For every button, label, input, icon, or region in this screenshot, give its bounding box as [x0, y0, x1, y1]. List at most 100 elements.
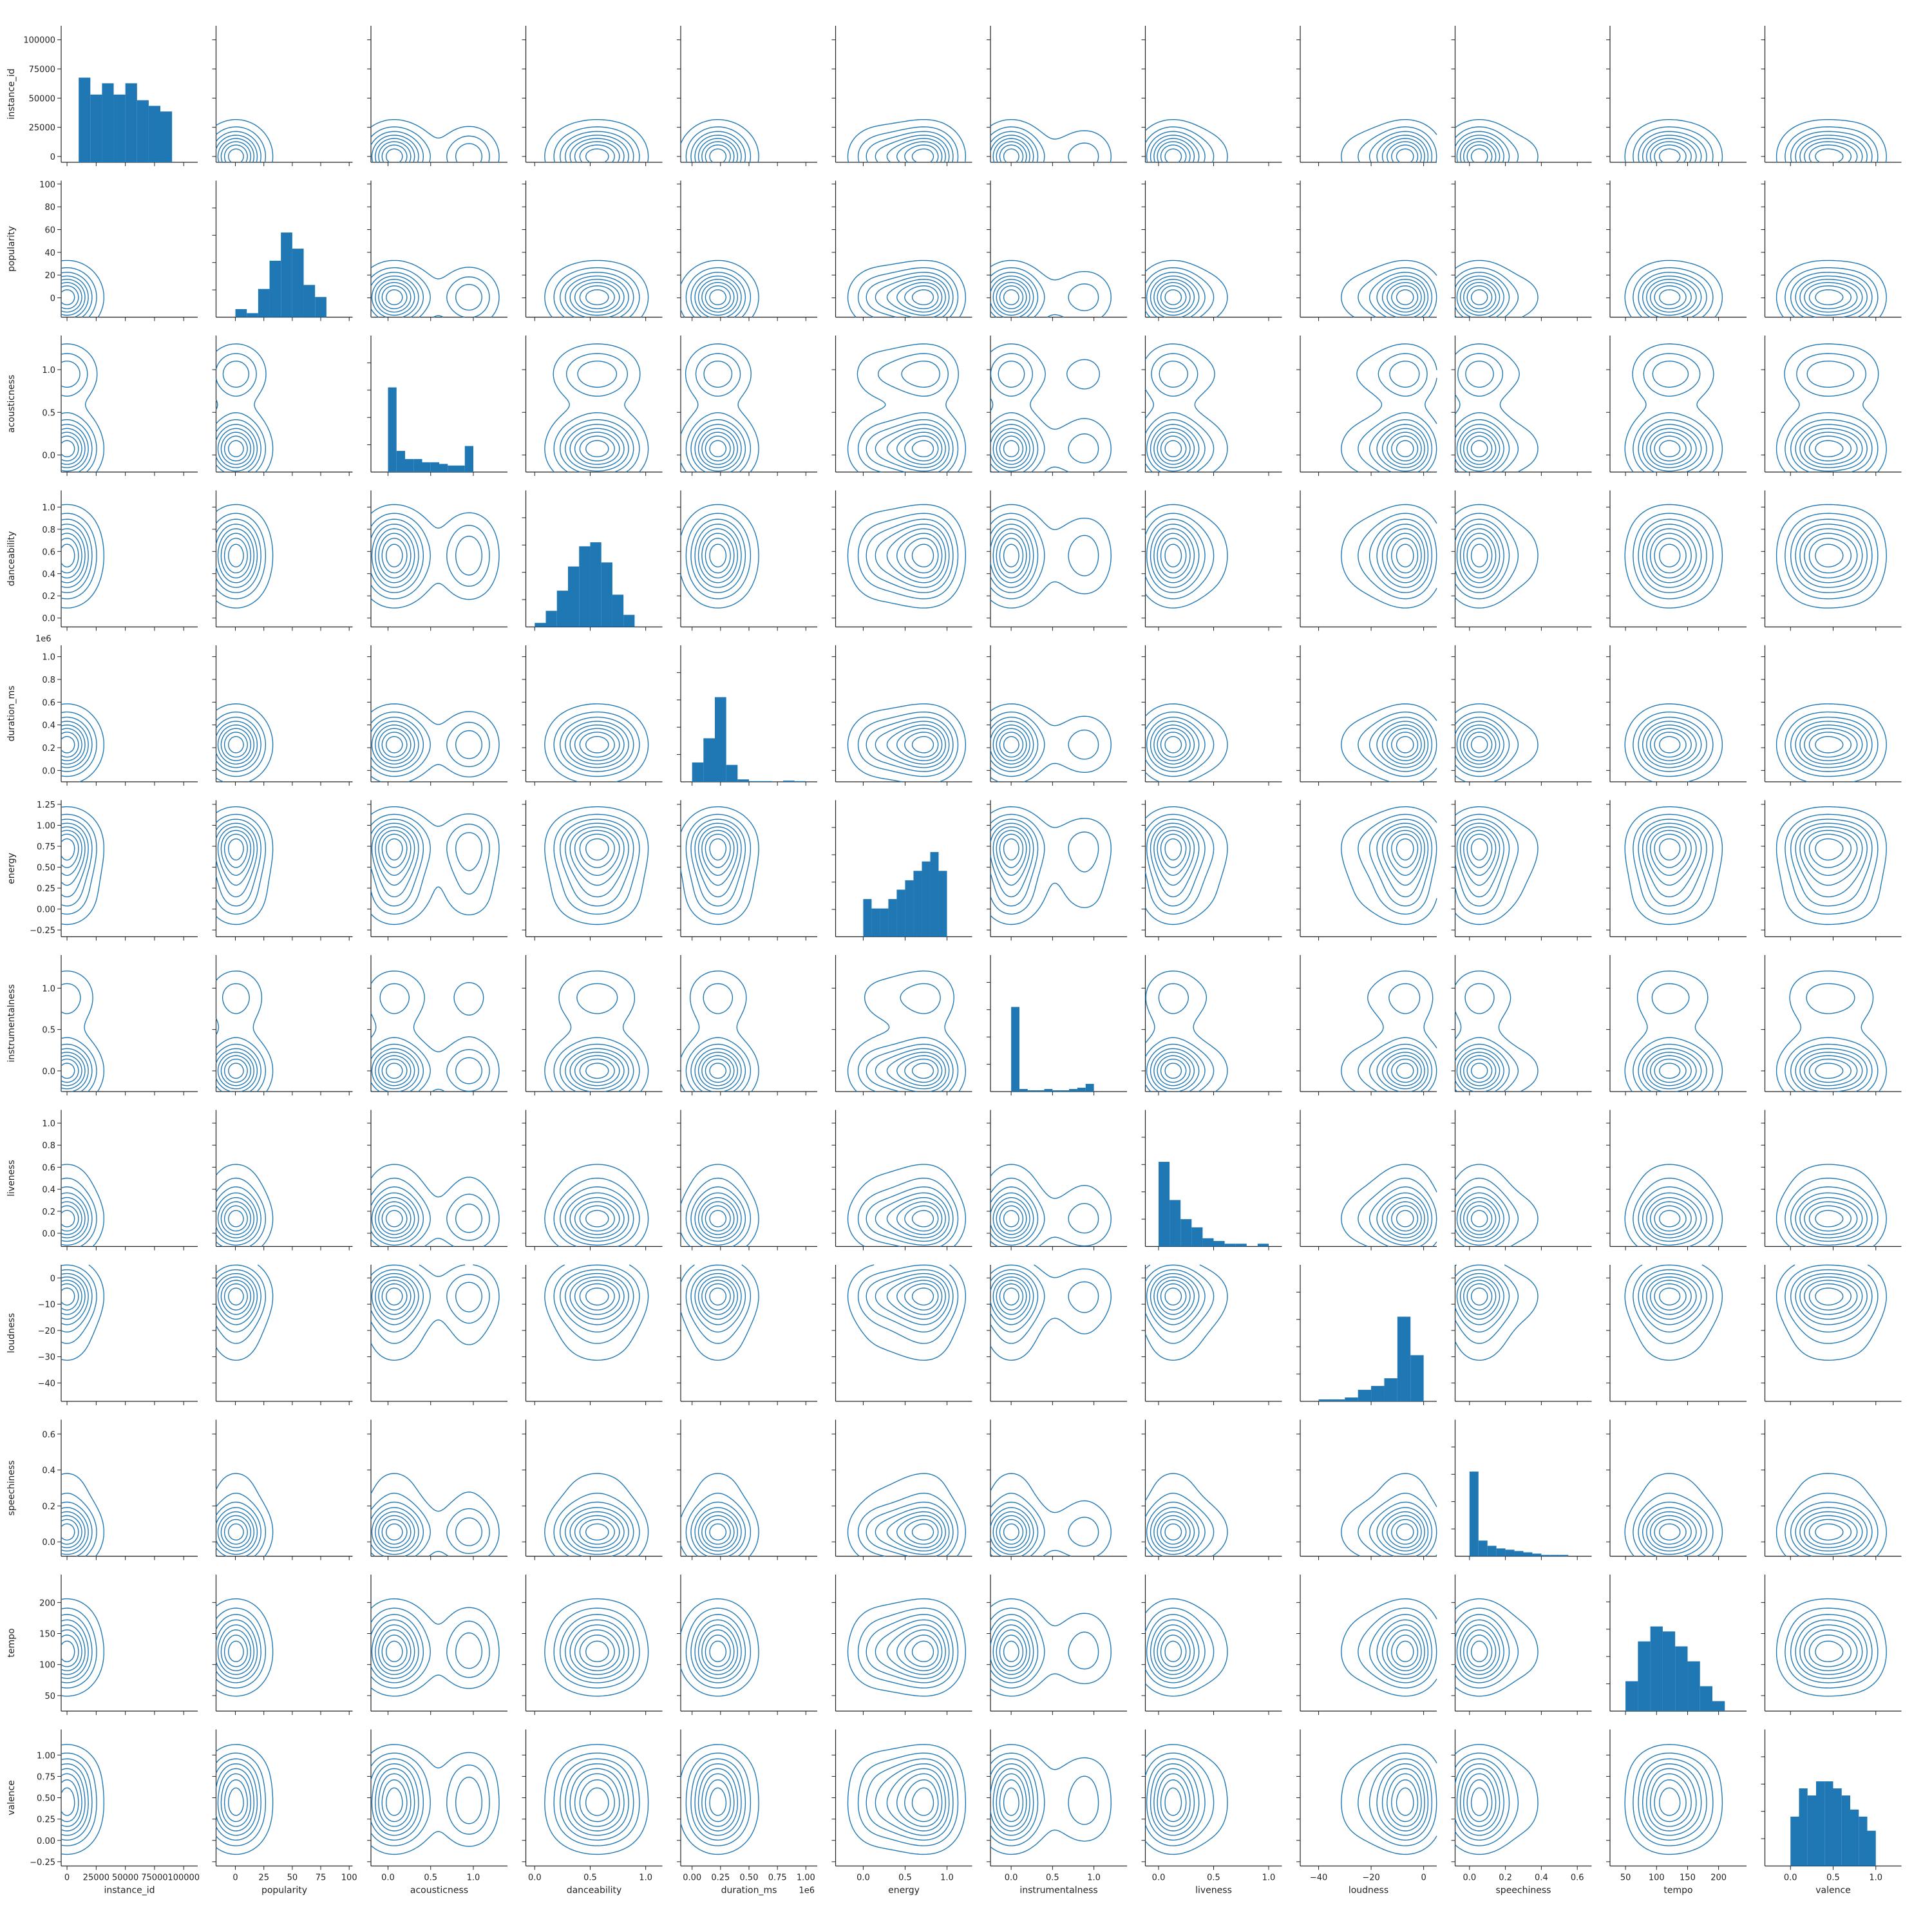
kde-contour [1369, 716, 1433, 772]
kde-contour [61, 813, 97, 915]
kde-contour [1455, 1744, 1539, 1855]
subplot-loudness-vs-tempo [1606, 1264, 1747, 1405]
kde-contour [1633, 126, 1714, 163]
kde-contour [1776, 1264, 1887, 1361]
kde-contour [61, 353, 97, 473]
kde-contour [996, 533, 1027, 579]
x-tick-label: 0.5 [1046, 1873, 1059, 1883]
subplot-popularity-vs-instrumentalness [987, 180, 1127, 321]
kde-contour [1633, 983, 1714, 1092]
kde-contour [701, 1055, 735, 1086]
subplot-popularity-vs-acousticness [367, 180, 507, 321]
histogram-bar [247, 313, 258, 317]
kde-contour [215, 524, 258, 588]
kde-contour [370, 518, 482, 593]
subplot-instance_id-vs-duration_ms [677, 26, 817, 166]
kde-contour [370, 813, 490, 915]
kde-contour [1804, 431, 1858, 465]
x-tick-label: 1.0 [467, 1873, 480, 1883]
kde-contour [690, 272, 746, 318]
kde-contour [1454, 1614, 1510, 1683]
kde-contour [381, 1205, 408, 1232]
kde-contour [371, 1048, 419, 1092]
kde-contour [1146, 1269, 1206, 1332]
kde-contour [1804, 728, 1858, 761]
subplot-acousticness-vs-energy [831, 336, 972, 476]
y-axis-label: energy [6, 853, 17, 884]
kde-contour [574, 1773, 620, 1827]
kde-contour [847, 703, 966, 782]
kde-contour [574, 1515, 620, 1548]
kde-contour [990, 721, 1034, 768]
histogram-bar [1807, 1795, 1816, 1866]
kde-contour [215, 1269, 261, 1332]
kde-contour [1160, 538, 1187, 574]
kde-contour [1391, 1058, 1419, 1083]
kde-contour [61, 1619, 89, 1679]
histogram-bar [464, 446, 473, 472]
kde-contour [544, 703, 649, 782]
x-tick-label: 0.5 [424, 1873, 437, 1883]
kde-contour [61, 732, 79, 758]
kde-contour [1642, 822, 1702, 898]
kde-contour [896, 533, 943, 579]
kde-contour [61, 260, 104, 317]
y-tick-label: 0.8 [42, 1141, 55, 1151]
kde-contour [61, 716, 93, 772]
kde-contour [705, 1779, 731, 1823]
kde-contour [680, 1264, 759, 1361]
kde-contour [585, 1640, 609, 1662]
kde-contour [1795, 822, 1868, 898]
kde-contour [215, 361, 261, 473]
kde-contour [875, 135, 950, 163]
kde-contour [1659, 148, 1681, 163]
kde-contour [61, 1177, 97, 1247]
kde-contour [690, 1186, 746, 1246]
kde-contour [544, 971, 649, 1092]
kde-contour [228, 1787, 244, 1816]
kde-contour [680, 504, 759, 609]
kde-contour [1376, 1507, 1429, 1555]
kde-contour [370, 504, 500, 609]
kde-contour [1376, 424, 1429, 472]
x-tick-label: 50000 [112, 1873, 138, 1883]
kde-contour [375, 1511, 415, 1551]
kde-contour [690, 1758, 746, 1841]
kde-contour [1160, 732, 1187, 758]
histogram-bar [1799, 1788, 1808, 1866]
kde-contour [61, 724, 86, 765]
kde-contour [1341, 119, 1437, 163]
kde-contour [694, 275, 742, 318]
histogram-bar [871, 908, 880, 937]
subplot-loudness-vs-speechiness [1451, 1264, 1592, 1405]
kde-contour [1646, 279, 1697, 316]
y-tick-label: 100000 [23, 36, 55, 46]
y-tick-label: 50000 [29, 94, 55, 104]
kde-contour [215, 1758, 261, 1841]
kde-contour [1466, 538, 1493, 574]
subplot-valence-vs-danceability: 0.0 0.5 1.0 danceability [522, 1729, 663, 1896]
histogram-bar [388, 387, 397, 472]
kde-contour [1790, 131, 1873, 163]
kde-contour [371, 822, 419, 898]
kde-contour [1160, 435, 1187, 462]
histogram-bar [1469, 1472, 1479, 1557]
kde-contour [220, 1515, 252, 1548]
y-tick-label: 0.0 [42, 1067, 55, 1077]
y-axis-label: danceability [6, 531, 17, 587]
kde-contour [1376, 275, 1429, 318]
histogram-bar [556, 591, 568, 627]
kde-contour [904, 1283, 939, 1311]
kde-contour [1146, 1043, 1206, 1092]
y-tick-label: 0.0 [42, 1538, 55, 1548]
kde-contour [1376, 1619, 1429, 1679]
kde-contour [1456, 1619, 1504, 1679]
kde-contour [1466, 1205, 1493, 1232]
kde-contour [990, 518, 1039, 593]
kde-contour [1470, 148, 1488, 163]
kde-contour [1145, 260, 1228, 318]
kde-contour [1381, 428, 1425, 468]
kde-contour [990, 1273, 1034, 1325]
histogram-bar [930, 852, 939, 937]
